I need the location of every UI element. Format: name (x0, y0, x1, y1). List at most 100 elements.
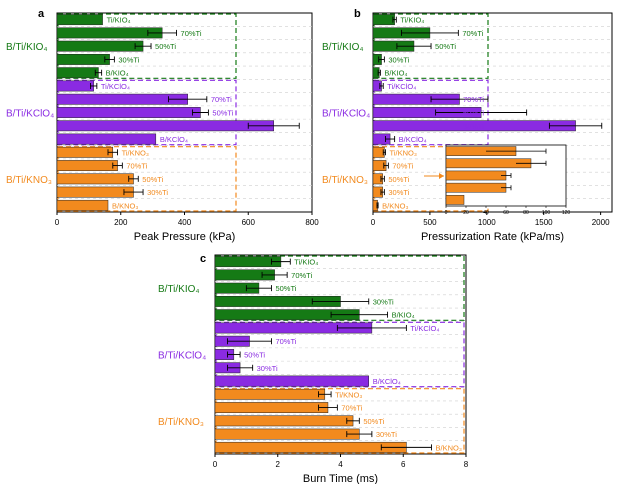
group-label: B/Ti/KNO₃ (158, 417, 204, 428)
inset-tick-label: 120 (562, 210, 571, 216)
bar-label: Ti/KIO₄ (107, 16, 131, 25)
bar-label: Ti/KNO₃ (335, 390, 362, 399)
bar-label: B/KIO₄ (106, 69, 129, 78)
group-label: B/Ti/KClO₄ (322, 109, 370, 120)
bar-label: 30%Ti (463, 122, 484, 131)
bar-label: 70%Ti (462, 29, 483, 38)
x-tick-label: 2000 (592, 218, 610, 227)
inset-tick-label: 80 (523, 210, 529, 216)
x-tick-label: 0 (371, 218, 376, 227)
bar-label: 50%Ti (244, 351, 265, 360)
group-label: B/Ti/KNO₃ (6, 175, 52, 186)
bar-label: 50%Ti (275, 284, 296, 293)
bar-label: B/KClO₄ (160, 135, 188, 144)
x-tick-label: 0 (55, 218, 60, 227)
bar (56, 186, 134, 198)
inset-bar (445, 170, 507, 181)
inset-tick-label: 100 (542, 210, 551, 216)
x-tick-label: 600 (242, 218, 256, 227)
bar (56, 133, 157, 145)
bar-label: B/KIO₄ (392, 311, 415, 320)
x-axis-title: Peak Pressure (kPa) (134, 231, 235, 243)
bar-label: 70%Ti (181, 29, 202, 38)
x-tick-label: 500 (423, 218, 437, 227)
bar (214, 402, 329, 413)
bar-label: 50%Ti (155, 42, 176, 51)
bar (214, 428, 360, 440)
bar (56, 67, 99, 79)
bar-label: 50%Ti (463, 109, 484, 118)
bar (56, 107, 201, 118)
bar-label: Ti/KIO₄ (400, 16, 424, 25)
inset-arrowhead (439, 173, 444, 179)
x-tick-label: 6 (401, 460, 406, 469)
bar-label: Ti/KClO₄ (101, 82, 130, 91)
bar (56, 27, 163, 39)
bar (372, 146, 385, 158)
bar-label: 30%Ti (147, 188, 168, 197)
bar-label: 70%Ti (392, 162, 413, 171)
inset-tick-label: 0 (445, 210, 448, 216)
bar (214, 375, 369, 387)
x-axis-title: Pressurization Rate (kPa/ms) (421, 231, 564, 243)
x-tick-label: 1500 (535, 218, 553, 227)
x-tick-label: 8 (464, 460, 469, 469)
group-label: B/Ti/KNO₃ (322, 175, 368, 186)
inset-bar (445, 182, 507, 193)
panel-letter: b (354, 8, 361, 20)
panel-letter: a (38, 8, 45, 20)
bar-label: 50%Ti (212, 109, 233, 118)
bar-label: 70%Ti (341, 404, 362, 413)
bar-label: Ti/KClO₄ (410, 324, 439, 333)
bar-label: 30%Ti (257, 364, 278, 373)
bar (56, 120, 274, 132)
bar-label: Ti/KClO₄ (387, 82, 416, 91)
bar-label: 30%Ti (118, 55, 139, 64)
bar-label: B/KNO₃ (435, 443, 461, 452)
bar (56, 93, 188, 105)
bar-label: 70%Ti (126, 162, 147, 171)
bar-label: Ti/KNO₃ (122, 148, 149, 157)
panel-letter: c (200, 253, 206, 265)
inset-bar (445, 195, 465, 205)
inset-tick-label: 20 (463, 210, 469, 216)
bar (372, 14, 395, 26)
bar (56, 80, 94, 92)
bar (214, 256, 282, 268)
bar-label: Ti/KNO₃ (390, 148, 417, 157)
bar (56, 146, 114, 158)
bar (56, 40, 144, 52)
x-tick-label: 0 (213, 460, 218, 469)
bar (56, 54, 110, 65)
bar (56, 199, 109, 211)
bar-label: B/KClO₄ (373, 377, 401, 386)
group-label: B/Ti/KClO₄ (158, 351, 206, 362)
bar (214, 388, 326, 400)
bar-label: 70%Ti (291, 271, 312, 280)
bar-label: 50%Ti (363, 417, 384, 426)
group-label: B/Ti/KClO₄ (6, 109, 54, 120)
bar (214, 441, 407, 453)
bar-label: B/KNO₃ (382, 201, 408, 210)
bar-label: 50%Ti (388, 175, 409, 184)
x-axis-title: Burn Time (ms) (303, 473, 378, 484)
panel-a-peak-pressure: a 0 200 400 600 800 Peak Pressure (kPa) B/Ti/KI… (6, 8, 319, 243)
x-tick-label: 2 (276, 460, 281, 469)
bar-label: 70%Ti (211, 95, 232, 104)
x-tick-label: 200 (114, 218, 128, 227)
bar-label: 30%Ti (388, 188, 409, 197)
bar-label: 70%Ti (463, 95, 484, 104)
bar-label: 70%Ti (275, 337, 296, 346)
bar-label: Ti/KIO₄ (294, 258, 318, 267)
bar-label: 50%Ti (142, 175, 163, 184)
bar-label: 30%Ti (373, 297, 394, 306)
bar-label: 30%Ti (376, 430, 397, 439)
group-label: B/Ti/KIO₄ (158, 284, 200, 295)
inset-tick-label: 60 (503, 210, 509, 216)
x-tick-label: 800 (305, 218, 319, 227)
bar-label: 30%Ti (388, 55, 409, 64)
bar (56, 160, 118, 171)
inset-tick-label: 40 (483, 210, 489, 216)
